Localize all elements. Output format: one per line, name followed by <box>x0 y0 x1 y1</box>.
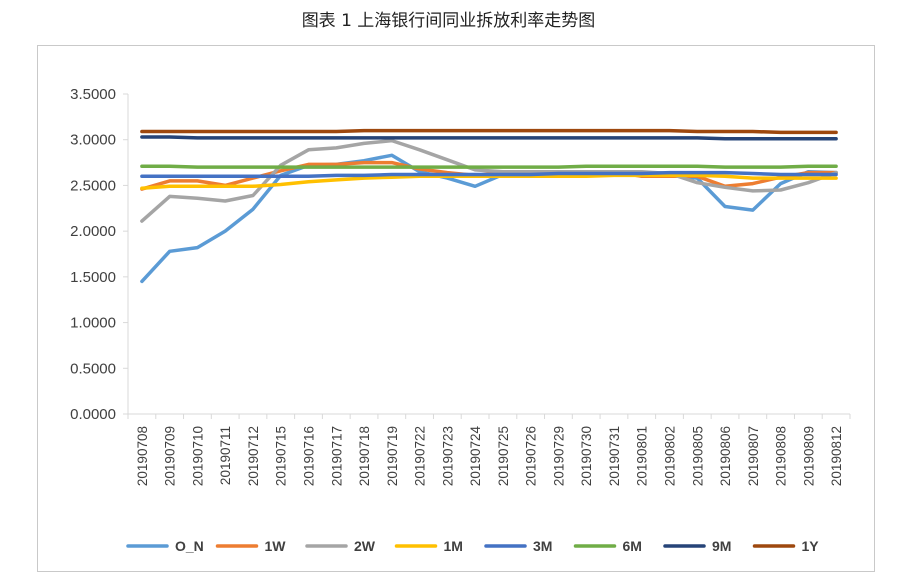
legend-label: 9M <box>712 538 731 554</box>
x-tick-label: 20190711 <box>218 426 233 485</box>
x-tick-label: 20190731 <box>607 426 622 486</box>
x-tick-label: 20190710 <box>190 426 205 486</box>
x-tick-label: 20190805 <box>690 426 705 486</box>
y-tick-label: 3.0000 <box>70 132 116 149</box>
x-tick-label: 20190812 <box>829 426 844 486</box>
series-line-6m <box>140 164 838 169</box>
x-tick-label: 20190709 <box>163 426 178 486</box>
legend-label: 2W <box>354 538 376 554</box>
legend-label: 6M <box>623 538 642 554</box>
x-tick-label: 20190724 <box>468 426 483 487</box>
legend: O_N 1W 2W 1M 3M 6M 9M 1Y <box>126 538 820 554</box>
x-tick-label: 20190801 <box>635 426 650 486</box>
x-tick-label: 20190716 <box>302 426 317 486</box>
x-tick-label: 20190723 <box>440 426 455 486</box>
x-tick-label: 20190729 <box>551 426 566 486</box>
x-tick-label: 20190808 <box>774 426 789 486</box>
legend-label: 1Y <box>802 538 820 554</box>
chart-frame <box>37 45 875 572</box>
legend-label: 1M <box>444 538 463 554</box>
x-tick-label: 20190722 <box>413 426 428 486</box>
series-line-1m <box>140 173 838 190</box>
x-tick-label: 20190719 <box>385 426 400 486</box>
x-tick-label: 20190806 <box>718 426 733 486</box>
x-tick-label: 20190809 <box>801 426 816 486</box>
legend-label: O_N <box>175 538 204 554</box>
legend-label: 1W <box>265 538 287 554</box>
chart-title: 图表 1 上海银行间同业拆放利率走势图 <box>301 11 596 31</box>
legend-label: 3M <box>533 538 552 554</box>
series-line-2w <box>140 138 838 223</box>
y-tick-label: 1.5000 <box>70 269 116 286</box>
x-tick-label: 20190726 <box>524 426 539 486</box>
series-line-o-n <box>140 153 838 284</box>
y-tick-label: 2.5000 <box>70 177 116 194</box>
y-tick-label: 0.0000 <box>70 406 116 423</box>
x-tick-label: 20190708 <box>135 426 150 486</box>
y-tick-label: 3.5000 <box>70 86 116 103</box>
series-line-1y <box>140 128 838 135</box>
x-tick-label: 20190718 <box>357 426 372 486</box>
series-lines <box>140 128 838 284</box>
series-line-9m <box>140 135 838 141</box>
y-tick-label: 2.0000 <box>70 223 116 240</box>
y-tick-label: 1.0000 <box>70 315 116 332</box>
x-tick-label: 20190715 <box>274 426 289 486</box>
x-tick-label: 20190807 <box>746 426 761 486</box>
x-axis: 20190708 20190709 20190710 20190711 20190712… <box>127 413 851 487</box>
x-tick-label: 20190725 <box>496 426 511 486</box>
x-tick-label: 20190717 <box>329 426 344 486</box>
series-line-3m <box>140 170 838 179</box>
y-tick-label: 0.5000 <box>70 360 116 377</box>
x-tick-label: 20190712 <box>246 426 261 486</box>
x-tick-label: 20190802 <box>663 426 678 486</box>
y-axis: 0.0000 0.5000 1.0000 1.5000 2.0000 2.5000 3.00… <box>70 86 129 423</box>
x-tick-label: 20190730 <box>579 426 594 486</box>
